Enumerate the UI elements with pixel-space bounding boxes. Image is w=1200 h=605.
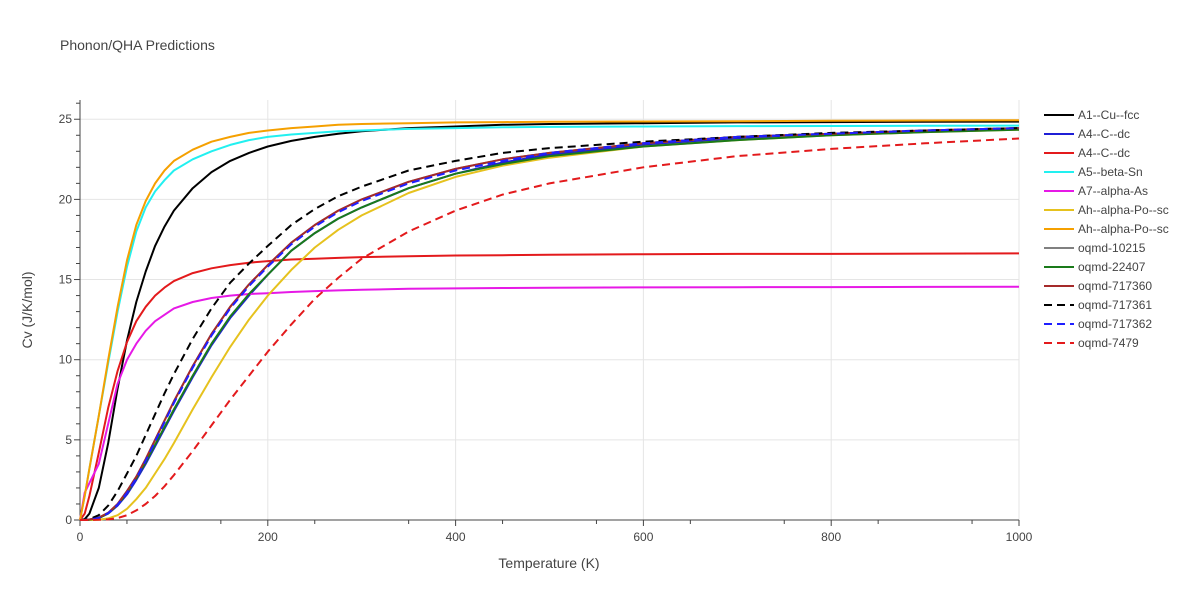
legend-label: A5--beta-Sn bbox=[1078, 165, 1143, 179]
legend-label: Ah--alpha-Po--sc bbox=[1078, 222, 1169, 236]
x-tick-label: 800 bbox=[821, 530, 841, 544]
legend-label: oqmd-717361 bbox=[1078, 298, 1152, 312]
series-line-3 bbox=[79, 252, 1020, 521]
x-axis-title: Temperature (K) bbox=[498, 555, 599, 571]
legend-label: oqmd-717362 bbox=[1078, 317, 1152, 331]
y-tick-label: 25 bbox=[59, 112, 73, 126]
y-tick-label: 10 bbox=[59, 353, 73, 367]
legend-label: oqmd-22407 bbox=[1078, 260, 1146, 274]
series-line-6 bbox=[80, 128, 1020, 521]
legend: A1--Cu--fcc A4--C--dc A4--C--dc A5--beta-Sn… bbox=[1044, 108, 1169, 350]
y-tick-label: 15 bbox=[59, 273, 73, 287]
x-tick-label: 600 bbox=[633, 530, 653, 544]
grid-lines bbox=[80, 100, 1020, 520]
series-line-12 bbox=[80, 127, 1020, 521]
series-line-9 bbox=[80, 128, 1020, 521]
series-line-2 bbox=[80, 127, 1020, 521]
x-tick-label: 400 bbox=[446, 530, 466, 544]
series-line-1 bbox=[79, 120, 1020, 521]
legend-label: oqmd-10215 bbox=[1078, 241, 1146, 255]
series-line-10 bbox=[80, 127, 1020, 521]
series-line-8 bbox=[80, 127, 1020, 521]
series-line-11 bbox=[80, 127, 1020, 521]
axes: 0 200 400 600 800 1000 0 5 10 15 20 25 bbox=[59, 100, 1033, 544]
legend-label: A7--alpha-As bbox=[1078, 184, 1148, 198]
x-tick-label: 0 bbox=[77, 530, 84, 544]
y-tick-label: 0 bbox=[65, 513, 72, 527]
chart-title: Phonon/QHA Predictions bbox=[60, 37, 215, 53]
series-line-7 bbox=[79, 119, 1020, 521]
legend-label: oqmd-717360 bbox=[1078, 279, 1152, 293]
plot-area bbox=[79, 119, 1020, 521]
y-tick-label: 5 bbox=[65, 433, 72, 447]
x-tick-label: 200 bbox=[258, 530, 278, 544]
legend-label: Ah--alpha-Po--sc bbox=[1078, 203, 1169, 217]
legend-label: A4--C--dc bbox=[1078, 127, 1130, 141]
legend-label: A4--C--dc bbox=[1078, 146, 1130, 160]
y-axis-title: Cv (J/K/mol) bbox=[19, 272, 35, 349]
y-tick-label: 20 bbox=[59, 192, 73, 206]
x-tick-label: 1000 bbox=[1006, 530, 1033, 544]
legend-label: oqmd-7479 bbox=[1078, 336, 1139, 350]
legend-label: A1--Cu--fcc bbox=[1078, 108, 1139, 122]
series-line-13 bbox=[80, 137, 1020, 521]
